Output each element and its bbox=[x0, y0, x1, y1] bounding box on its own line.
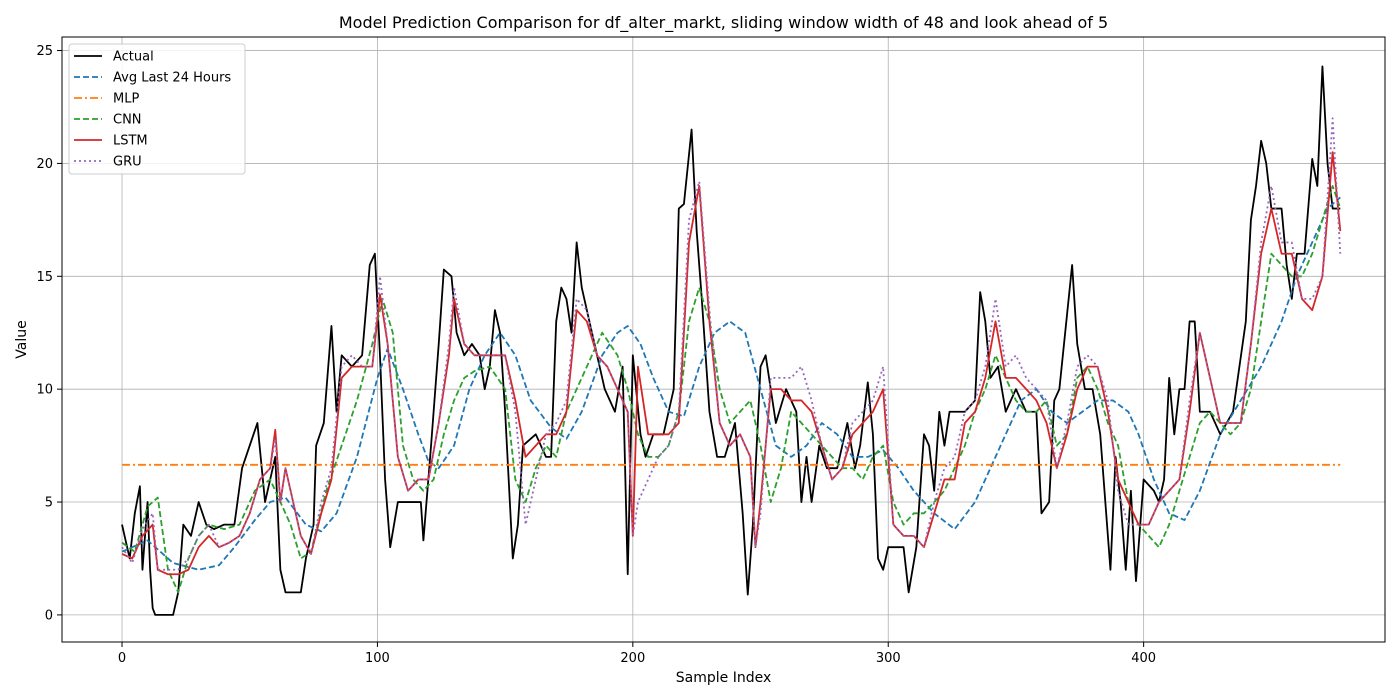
x-tick-label: 200 bbox=[620, 651, 645, 666]
y-tick-label: 5 bbox=[45, 496, 53, 511]
y-tick-label: 15 bbox=[36, 270, 53, 285]
gridlines bbox=[62, 37, 1385, 642]
legend-label: Actual bbox=[113, 50, 154, 65]
series-line-actual bbox=[121, 65, 1341, 616]
legend-box bbox=[68, 43, 246, 175]
legend-label: LSTM bbox=[113, 134, 148, 149]
series-line-gru bbox=[121, 117, 1342, 571]
y-tick-label: 25 bbox=[36, 44, 53, 59]
plot-frame bbox=[61, 36, 1386, 643]
x-tick-label: 400 bbox=[1131, 651, 1156, 666]
y-tick-label: 20 bbox=[36, 157, 53, 172]
legend-label: MLP bbox=[113, 92, 139, 107]
legend-label: GRU bbox=[113, 155, 142, 170]
series-line-lstm bbox=[121, 151, 1342, 576]
x-tick-label: 100 bbox=[365, 651, 390, 666]
series-line-avg-last-24-hours bbox=[121, 196, 1341, 571]
legend-label: Avg Last 24 Hours bbox=[113, 71, 231, 86]
y-tick-label: 0 bbox=[45, 608, 53, 623]
x-axis-title: Sample Index bbox=[676, 670, 771, 686]
legend: Actual Avg Last 24 Hours MLP CNN LSTM GRU bbox=[68, 43, 246, 175]
y-tick-label: 10 bbox=[36, 383, 53, 398]
y-axis-title: Value bbox=[14, 320, 30, 358]
x-tick-label: 300 bbox=[876, 651, 901, 666]
chart-title: Model Prediction Comparison for df_alter… bbox=[339, 13, 1108, 33]
series-line-cnn bbox=[121, 185, 1342, 594]
legend-label: CNN bbox=[113, 113, 142, 128]
x-tick-label: 0 bbox=[118, 651, 126, 666]
series-group bbox=[121, 65, 1342, 616]
